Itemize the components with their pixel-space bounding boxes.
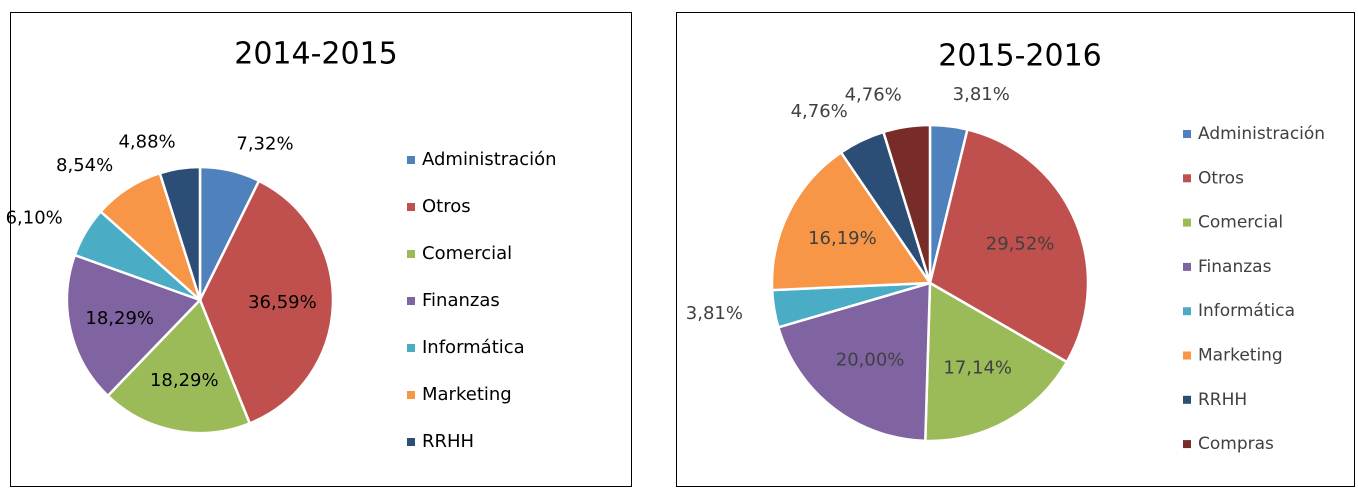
chart-1: 7,32% Administración 36,59% Otros 18,29% Come… bbox=[6, 131, 557, 452]
legend-swatch bbox=[1183, 351, 1191, 360]
data-label: 36,59% bbox=[248, 292, 317, 313]
pie-slice bbox=[776, 281, 932, 443]
legend-label: Comercial bbox=[422, 243, 512, 264]
data-label: 3,81% bbox=[953, 84, 1010, 105]
legend-swatch bbox=[1183, 174, 1191, 183]
data-label: 29,52% bbox=[986, 234, 1055, 255]
legend-swatch bbox=[407, 391, 415, 399]
legend-swatch bbox=[407, 203, 415, 211]
chart-title: 2014-2015 bbox=[234, 37, 398, 72]
data-label: 8,54% bbox=[56, 155, 113, 176]
legend-swatch bbox=[1183, 307, 1191, 316]
legend-label: RRHH bbox=[422, 431, 474, 452]
legend-label: Otros bbox=[422, 196, 471, 217]
legend-label: Informática bbox=[422, 337, 525, 358]
chart-title: 2015-2016 bbox=[938, 39, 1102, 74]
legend-label: Compras bbox=[1198, 434, 1274, 454]
legend-label: Administración bbox=[1198, 124, 1325, 144]
legend-swatch bbox=[1183, 130, 1191, 138]
legend-label: Finanzas bbox=[422, 290, 500, 311]
legend-label: Finanzas bbox=[1198, 257, 1272, 277]
data-label: 4,76% bbox=[845, 85, 902, 106]
legend-swatch bbox=[407, 438, 415, 446]
data-label: 4,88% bbox=[118, 131, 175, 152]
legend-label: Comercial bbox=[1198, 213, 1283, 233]
pie-slice bbox=[881, 123, 932, 284]
data-label: 7,32% bbox=[236, 134, 293, 155]
legend-label: Informática bbox=[1198, 301, 1295, 321]
legend-swatch bbox=[407, 250, 415, 258]
pie-slice bbox=[770, 150, 933, 292]
data-label: 18,29% bbox=[150, 370, 219, 391]
legend-swatch bbox=[1183, 262, 1191, 271]
legend-label: RRHH bbox=[1198, 390, 1247, 410]
legend-label: Otros bbox=[1198, 168, 1244, 188]
pie-slice bbox=[928, 127, 1090, 364]
legend-swatch bbox=[1183, 218, 1191, 227]
legend-swatch bbox=[407, 297, 415, 305]
legend-label: Marketing bbox=[1198, 346, 1283, 366]
data-label: 4,76% bbox=[791, 101, 848, 122]
data-label: 6,10% bbox=[6, 207, 63, 228]
pie-slice bbox=[106, 297, 252, 435]
legend-label: Administración bbox=[422, 149, 557, 170]
chart-2: 3,81% Administración 29,52% Otros 17,14% Come… bbox=[686, 84, 1325, 454]
legend-swatch bbox=[1183, 440, 1191, 449]
legend-label: Marketing bbox=[422, 384, 512, 405]
data-label: 16,19% bbox=[808, 228, 877, 249]
pie-slice bbox=[198, 179, 335, 425]
data-label: 18,29% bbox=[85, 308, 154, 329]
legend-swatch bbox=[407, 344, 415, 352]
pie-slice bbox=[923, 280, 1069, 443]
data-label: 17,14% bbox=[943, 358, 1012, 379]
data-label: 20,00% bbox=[836, 349, 905, 370]
pie-slice bbox=[65, 253, 203, 398]
legend-swatch bbox=[1183, 395, 1191, 404]
legend-swatch bbox=[407, 156, 415, 164]
data-label: 3,81% bbox=[686, 303, 743, 324]
pie-slice bbox=[158, 165, 202, 301]
